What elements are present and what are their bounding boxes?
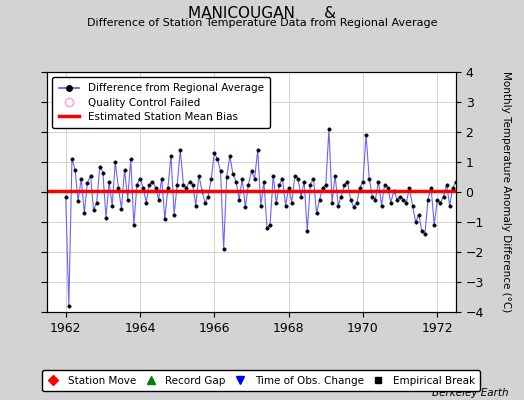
Legend: Station Move, Record Gap, Time of Obs. Change, Empirical Break: Station Move, Record Gap, Time of Obs. C… [42,370,481,391]
Y-axis label: Monthly Temperature Anomaly Difference (°C): Monthly Temperature Anomaly Difference (… [500,71,511,313]
Text: MANICOUGAN      &: MANICOUGAN & [188,6,336,21]
Legend: Difference from Regional Average, Quality Control Failed, Estimated Station Mean: Difference from Regional Average, Qualit… [52,77,270,128]
Text: Berkeley Earth: Berkeley Earth [432,388,508,398]
Text: Difference of Station Temperature Data from Regional Average: Difference of Station Temperature Data f… [87,18,437,28]
